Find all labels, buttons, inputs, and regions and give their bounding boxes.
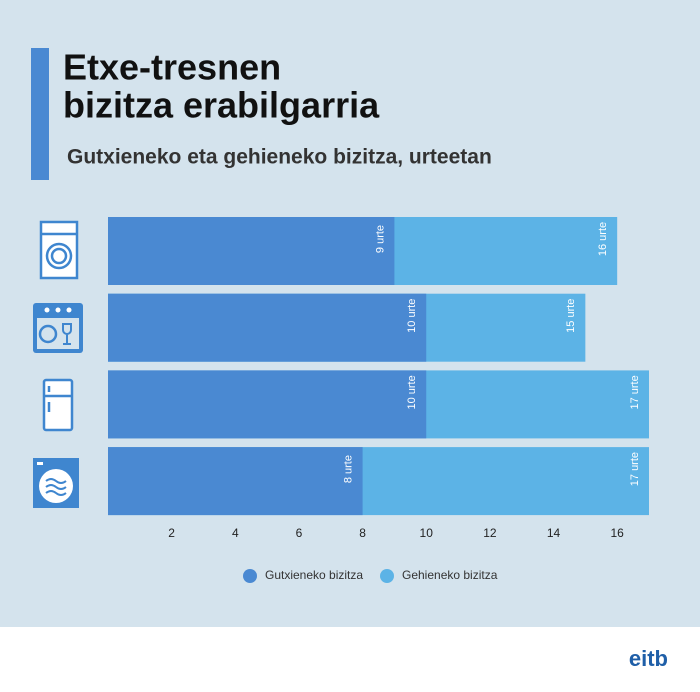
dryer-icon xyxy=(33,458,79,508)
subtitle: Gutxieneko eta gehieneko bizitza, urteet… xyxy=(67,146,492,169)
data-label: 9 urte xyxy=(374,225,386,253)
data-label: 17 urte xyxy=(629,375,641,409)
title-line: Etxe-tresnen xyxy=(63,47,281,88)
brand-logo: eitb xyxy=(629,646,668,671)
legend-label: Gutxieneko bizitza xyxy=(265,568,363,582)
washer-icon xyxy=(39,220,79,280)
bar xyxy=(108,447,363,516)
x-tick-label: 2 xyxy=(168,526,175,540)
data-label: 16 urte xyxy=(597,222,609,256)
x-tick-label: 10 xyxy=(420,526,434,540)
legend-label: Gehieneko bizitza xyxy=(402,568,498,582)
x-tick-label: 6 xyxy=(296,526,303,540)
x-tick-label: 14 xyxy=(547,526,561,540)
fridge-icon xyxy=(42,378,74,432)
x-tick-label: 4 xyxy=(232,526,239,540)
x-tick-label: 16 xyxy=(610,526,624,540)
data-label: 10 urte xyxy=(406,375,418,409)
bar xyxy=(108,370,427,439)
footer xyxy=(0,627,700,687)
data-label: 15 urte xyxy=(565,299,577,333)
x-tick-label: 12 xyxy=(483,526,497,540)
data-label: 17 urte xyxy=(629,452,641,486)
data-label: 8 urte xyxy=(342,455,354,483)
bar xyxy=(108,293,427,362)
legend-marker xyxy=(243,569,257,583)
dishwasher-icon xyxy=(33,303,83,353)
bar xyxy=(108,217,395,285)
legend-marker xyxy=(380,569,394,583)
title-line: bizitza erabilgarria xyxy=(63,85,380,126)
data-label: 10 urte xyxy=(406,299,418,333)
x-tick-label: 8 xyxy=(359,526,366,540)
accent-bar xyxy=(31,48,49,180)
